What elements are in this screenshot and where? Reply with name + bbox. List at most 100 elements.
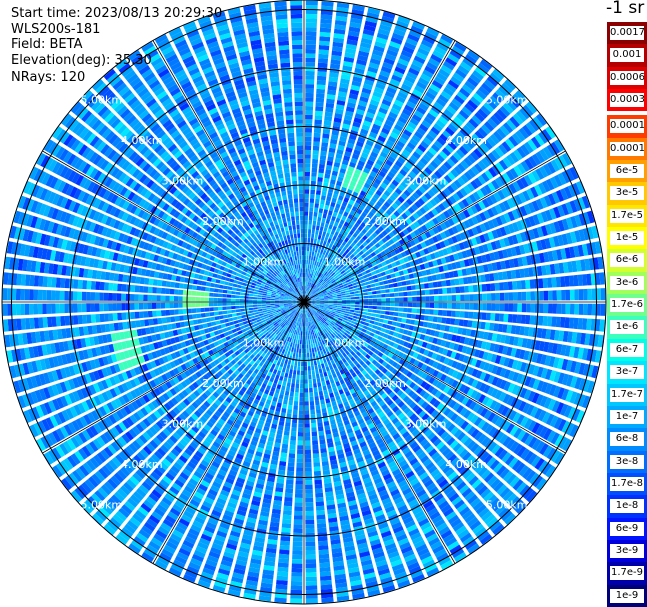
colorbar-tick-label: 3e-7 (610, 365, 644, 380)
range-ring-label: 1.00km (243, 256, 285, 269)
start-time-label: Start time: 2023/08/13 20:29:30 (11, 6, 223, 21)
radar-ray (306, 137, 568, 301)
colorbar-swatch: 1e-7 (607, 405, 647, 429)
azimuth-spoke (152, 301, 305, 564)
colorbar-tick-label: 1.7e-5 (610, 208, 644, 223)
colorbar-tick-label: 1e-8 (610, 499, 644, 514)
field-label: Field: BETA (11, 37, 83, 52)
radar-ray (100, 65, 303, 300)
colorbar-tick-label: 6e-6 (610, 253, 644, 268)
radar-ray (306, 98, 541, 301)
radar-ray (2, 302, 302, 348)
radar-ray (304, 7, 397, 300)
colorbar-swatch: 0.0017 (607, 22, 647, 45)
radar-ray (89, 304, 302, 528)
range-ring-label: 3.00km (162, 174, 204, 187)
radar-ray (258, 0, 304, 300)
azimuth-spoke (42, 301, 305, 454)
colorbar-swatch: 0.001 (607, 44, 647, 67)
radar-ray (25, 303, 302, 440)
colorbar-swatch: 0.0001 (607, 137, 647, 161)
colorbar-tick-label: 0.0003 (610, 93, 644, 108)
azimuth-spoke (303, 40, 456, 303)
colorbar-swatch: 1e-8 (607, 495, 647, 518)
radar-ray (306, 271, 606, 302)
radar-ray (89, 76, 302, 300)
colorbar-tick-label: 0.0006 (610, 70, 644, 85)
range-ring-label: 5.00km (486, 499, 528, 512)
colorbar-tick-label: 1e-5 (610, 231, 644, 246)
radar-ray (306, 302, 606, 317)
colorbar-swatch: 1e-9 (607, 584, 647, 607)
radar-ray (67, 98, 302, 301)
azimuth-spoke (303, 150, 566, 303)
radar-ray (19, 179, 302, 301)
radar-ray (304, 304, 412, 593)
radar-ray (306, 303, 541, 506)
radar-ray (2, 302, 302, 317)
range-ring-label: 4.00km (445, 134, 487, 147)
colorbar-tick-label: 1e-7 (610, 409, 644, 424)
colorbar-tick-label: 1e-6 (610, 320, 644, 335)
range-ring-label: 5.00km (486, 93, 528, 106)
range-ring-label: 2.00km (202, 377, 244, 390)
azimuth-spoke (303, 301, 456, 564)
radar-ray (40, 137, 302, 301)
radar-ray (2, 302, 302, 364)
range-ring-label: 1.00km (243, 337, 285, 350)
radar-ray (304, 0, 319, 300)
radar-ray (2, 240, 302, 302)
colorbar-tick-label: 0.001 (610, 48, 644, 63)
radar-ray (181, 304, 303, 587)
radar-ray (306, 76, 519, 300)
radar-ray (304, 0, 366, 300)
radar-ray (289, 0, 304, 300)
colorbar-tick-label: 6e-7 (610, 342, 644, 357)
radar-ray (152, 30, 303, 300)
colorbar-tick-label: 1.7e-7 (610, 387, 644, 402)
colorbar-tick-label: 3e-8 (610, 454, 644, 469)
radar-ray (305, 304, 508, 539)
radar-ray (211, 304, 304, 597)
radar-ray (304, 304, 366, 604)
colorbar-swatch: 6e-9 (607, 517, 647, 540)
radar-ray (78, 87, 302, 300)
colorbar-swatch: 1e-6 (607, 316, 647, 339)
radar-ray (306, 87, 530, 300)
radar-ray (67, 303, 302, 506)
radar-ray (306, 302, 606, 333)
range-ring-label: 2.00km (364, 377, 406, 390)
range-ring-label: 3.00km (405, 174, 447, 187)
range-ring-label: 5.00km (81, 499, 123, 512)
range-ring-label: 1.00km (324, 256, 366, 269)
radar-ray (306, 194, 595, 302)
radar-ray (305, 17, 427, 300)
colorbar-tick-label: 3e-6 (610, 275, 644, 290)
colorbar-swatch: 1e-5 (607, 227, 647, 250)
radar-ray (305, 304, 442, 581)
radar-ray (305, 304, 469, 566)
radar-ray (304, 304, 319, 604)
radar-ray (226, 304, 304, 601)
colorbar-swatch: 3e-7 (607, 361, 647, 384)
colorbar-swatch: 6e-6 (607, 249, 647, 272)
radar-ray (211, 7, 304, 300)
colorbar-swatch: 3e-5 (607, 182, 647, 205)
radar-ray (289, 304, 304, 604)
colorbar-swatch: 1.7e-5 (607, 204, 647, 228)
colorbar-swatch: 1.7e-8 (607, 472, 647, 496)
radar-ray (113, 304, 303, 549)
radar-ray (304, 11, 412, 300)
colorbar-tick-label: 1.7e-8 (610, 476, 644, 491)
colorbar-swatch: 1.7e-9 (607, 562, 647, 585)
radar-ray (305, 55, 495, 300)
colorbar-swatch: 6e-5 (607, 160, 647, 183)
radar-ray (139, 304, 303, 566)
radar-ray (304, 3, 382, 300)
range-ring-label: 1.00km (324, 337, 366, 350)
center-marker (300, 295, 308, 309)
radar-ray (304, 0, 335, 300)
radar-ray (152, 304, 303, 574)
range-ring-label: 3.00km (405, 418, 447, 431)
radar-ray (306, 303, 589, 425)
